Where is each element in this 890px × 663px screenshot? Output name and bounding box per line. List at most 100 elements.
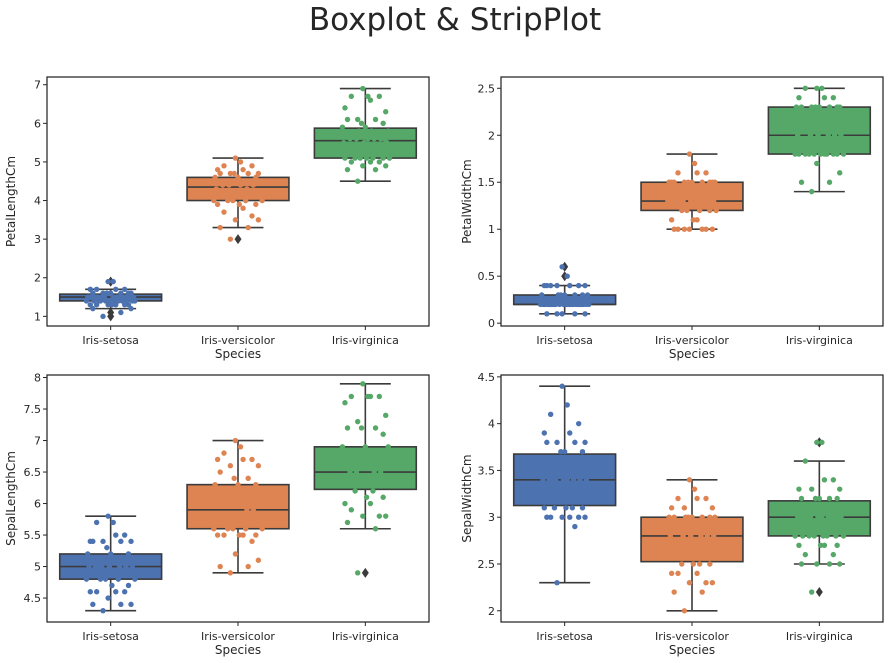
strip-point bbox=[542, 301, 549, 308]
strip-point bbox=[228, 488, 235, 494]
strip-point bbox=[384, 139, 390, 146]
strip-point bbox=[340, 139, 347, 146]
strip-point bbox=[121, 589, 128, 595]
strip-point bbox=[212, 174, 218, 181]
strip-point bbox=[671, 514, 677, 520]
strip-point bbox=[372, 166, 379, 173]
strip-point bbox=[826, 561, 833, 567]
strip-point bbox=[227, 170, 234, 177]
strip-point bbox=[374, 143, 380, 150]
strip-point bbox=[90, 601, 96, 608]
strip-point bbox=[225, 197, 231, 204]
strip-point bbox=[231, 475, 237, 482]
strip-point bbox=[242, 526, 249, 532]
strip-point bbox=[808, 104, 815, 110]
strip-point bbox=[707, 207, 713, 214]
strip-point bbox=[564, 273, 570, 279]
strip-point bbox=[93, 589, 100, 595]
strip-point bbox=[834, 151, 840, 157]
strip-point bbox=[814, 561, 820, 567]
strip-point bbox=[695, 188, 702, 195]
strip-point bbox=[348, 507, 355, 513]
strip-point bbox=[128, 538, 134, 545]
strip-point bbox=[95, 294, 101, 300]
strip-point bbox=[676, 188, 682, 195]
strip-Iris-setosa bbox=[83, 513, 138, 614]
strip-point bbox=[574, 301, 581, 308]
strip-point bbox=[668, 217, 675, 223]
subplot-1: 1 2 3 4 5 6 7 Iris-setosa Iris-versicolor Iris-vi… bbox=[4, 76, 430, 361]
strip-point bbox=[234, 513, 240, 519]
strip-point bbox=[579, 449, 586, 455]
strip-point bbox=[675, 226, 681, 232]
strip-point bbox=[104, 290, 110, 296]
strip-point bbox=[230, 526, 236, 532]
strip-point bbox=[699, 226, 705, 232]
strip-point bbox=[838, 132, 844, 138]
strip-point bbox=[375, 456, 381, 463]
strip-point bbox=[814, 85, 820, 91]
strip-point bbox=[682, 188, 689, 195]
strip-point bbox=[87, 589, 93, 595]
strip-point bbox=[343, 132, 349, 138]
strip-point bbox=[573, 486, 579, 492]
strip-Iris-versicolor bbox=[665, 477, 719, 614]
strip-point bbox=[99, 563, 105, 570]
strip-point bbox=[686, 226, 693, 232]
strip-point bbox=[567, 282, 573, 289]
strip-point bbox=[237, 159, 244, 165]
x-axis-label: Species bbox=[669, 643, 715, 657]
strip-point bbox=[815, 132, 821, 138]
strip-point bbox=[254, 500, 260, 507]
subplot-2: 0 0.5 1 1.5 2 2.5 Iris-setosa Iris-versicolor Ir… bbox=[460, 76, 884, 361]
strip-point bbox=[792, 151, 798, 157]
strip-point bbox=[670, 523, 676, 530]
strip-point bbox=[128, 601, 134, 608]
strip-point bbox=[798, 104, 805, 110]
strip-point bbox=[549, 301, 555, 308]
strip-Iris-versicolor bbox=[211, 437, 265, 576]
strip-point bbox=[367, 159, 374, 165]
strip-point bbox=[826, 179, 833, 185]
strip-point bbox=[360, 85, 366, 92]
strip-point bbox=[351, 475, 357, 482]
strip-point bbox=[258, 488, 264, 494]
strip-point bbox=[668, 179, 675, 185]
strip-point bbox=[807, 514, 814, 520]
strip-point bbox=[245, 224, 251, 231]
strip-point bbox=[249, 456, 255, 463]
strip-point bbox=[92, 563, 99, 570]
strip-point bbox=[684, 207, 690, 214]
strip-point bbox=[583, 477, 590, 483]
strip-point bbox=[679, 207, 685, 214]
strip-point bbox=[237, 500, 244, 507]
strip-point bbox=[798, 561, 805, 567]
x-tick-label: Iris-virginica bbox=[332, 334, 399, 347]
strip-point bbox=[666, 514, 672, 520]
strip-point bbox=[240, 166, 246, 173]
strip-point bbox=[793, 104, 800, 110]
y-tick-label: 5 bbox=[34, 561, 41, 574]
strip-point bbox=[802, 458, 809, 464]
strip-point bbox=[344, 425, 351, 431]
strip-point bbox=[665, 551, 671, 558]
strip-point bbox=[385, 444, 391, 450]
strip-point bbox=[130, 557, 137, 563]
y-axis-label: SepalWidthCm bbox=[460, 454, 474, 542]
strip-point bbox=[677, 542, 684, 548]
y-tick-label: 5.5 bbox=[24, 529, 42, 542]
strip-point bbox=[834, 542, 840, 548]
strip-point bbox=[346, 147, 352, 154]
strip-point bbox=[803, 123, 810, 129]
strip-point bbox=[808, 486, 815, 492]
strip-point bbox=[702, 188, 708, 195]
strip-point bbox=[381, 456, 388, 463]
strip-point bbox=[541, 505, 547, 511]
strip-point bbox=[90, 305, 96, 312]
strip-point bbox=[668, 505, 675, 511]
strip-point bbox=[578, 495, 584, 502]
y-tick-label: 0 bbox=[488, 317, 495, 330]
strip-point bbox=[110, 519, 116, 526]
strip-point bbox=[554, 580, 560, 586]
